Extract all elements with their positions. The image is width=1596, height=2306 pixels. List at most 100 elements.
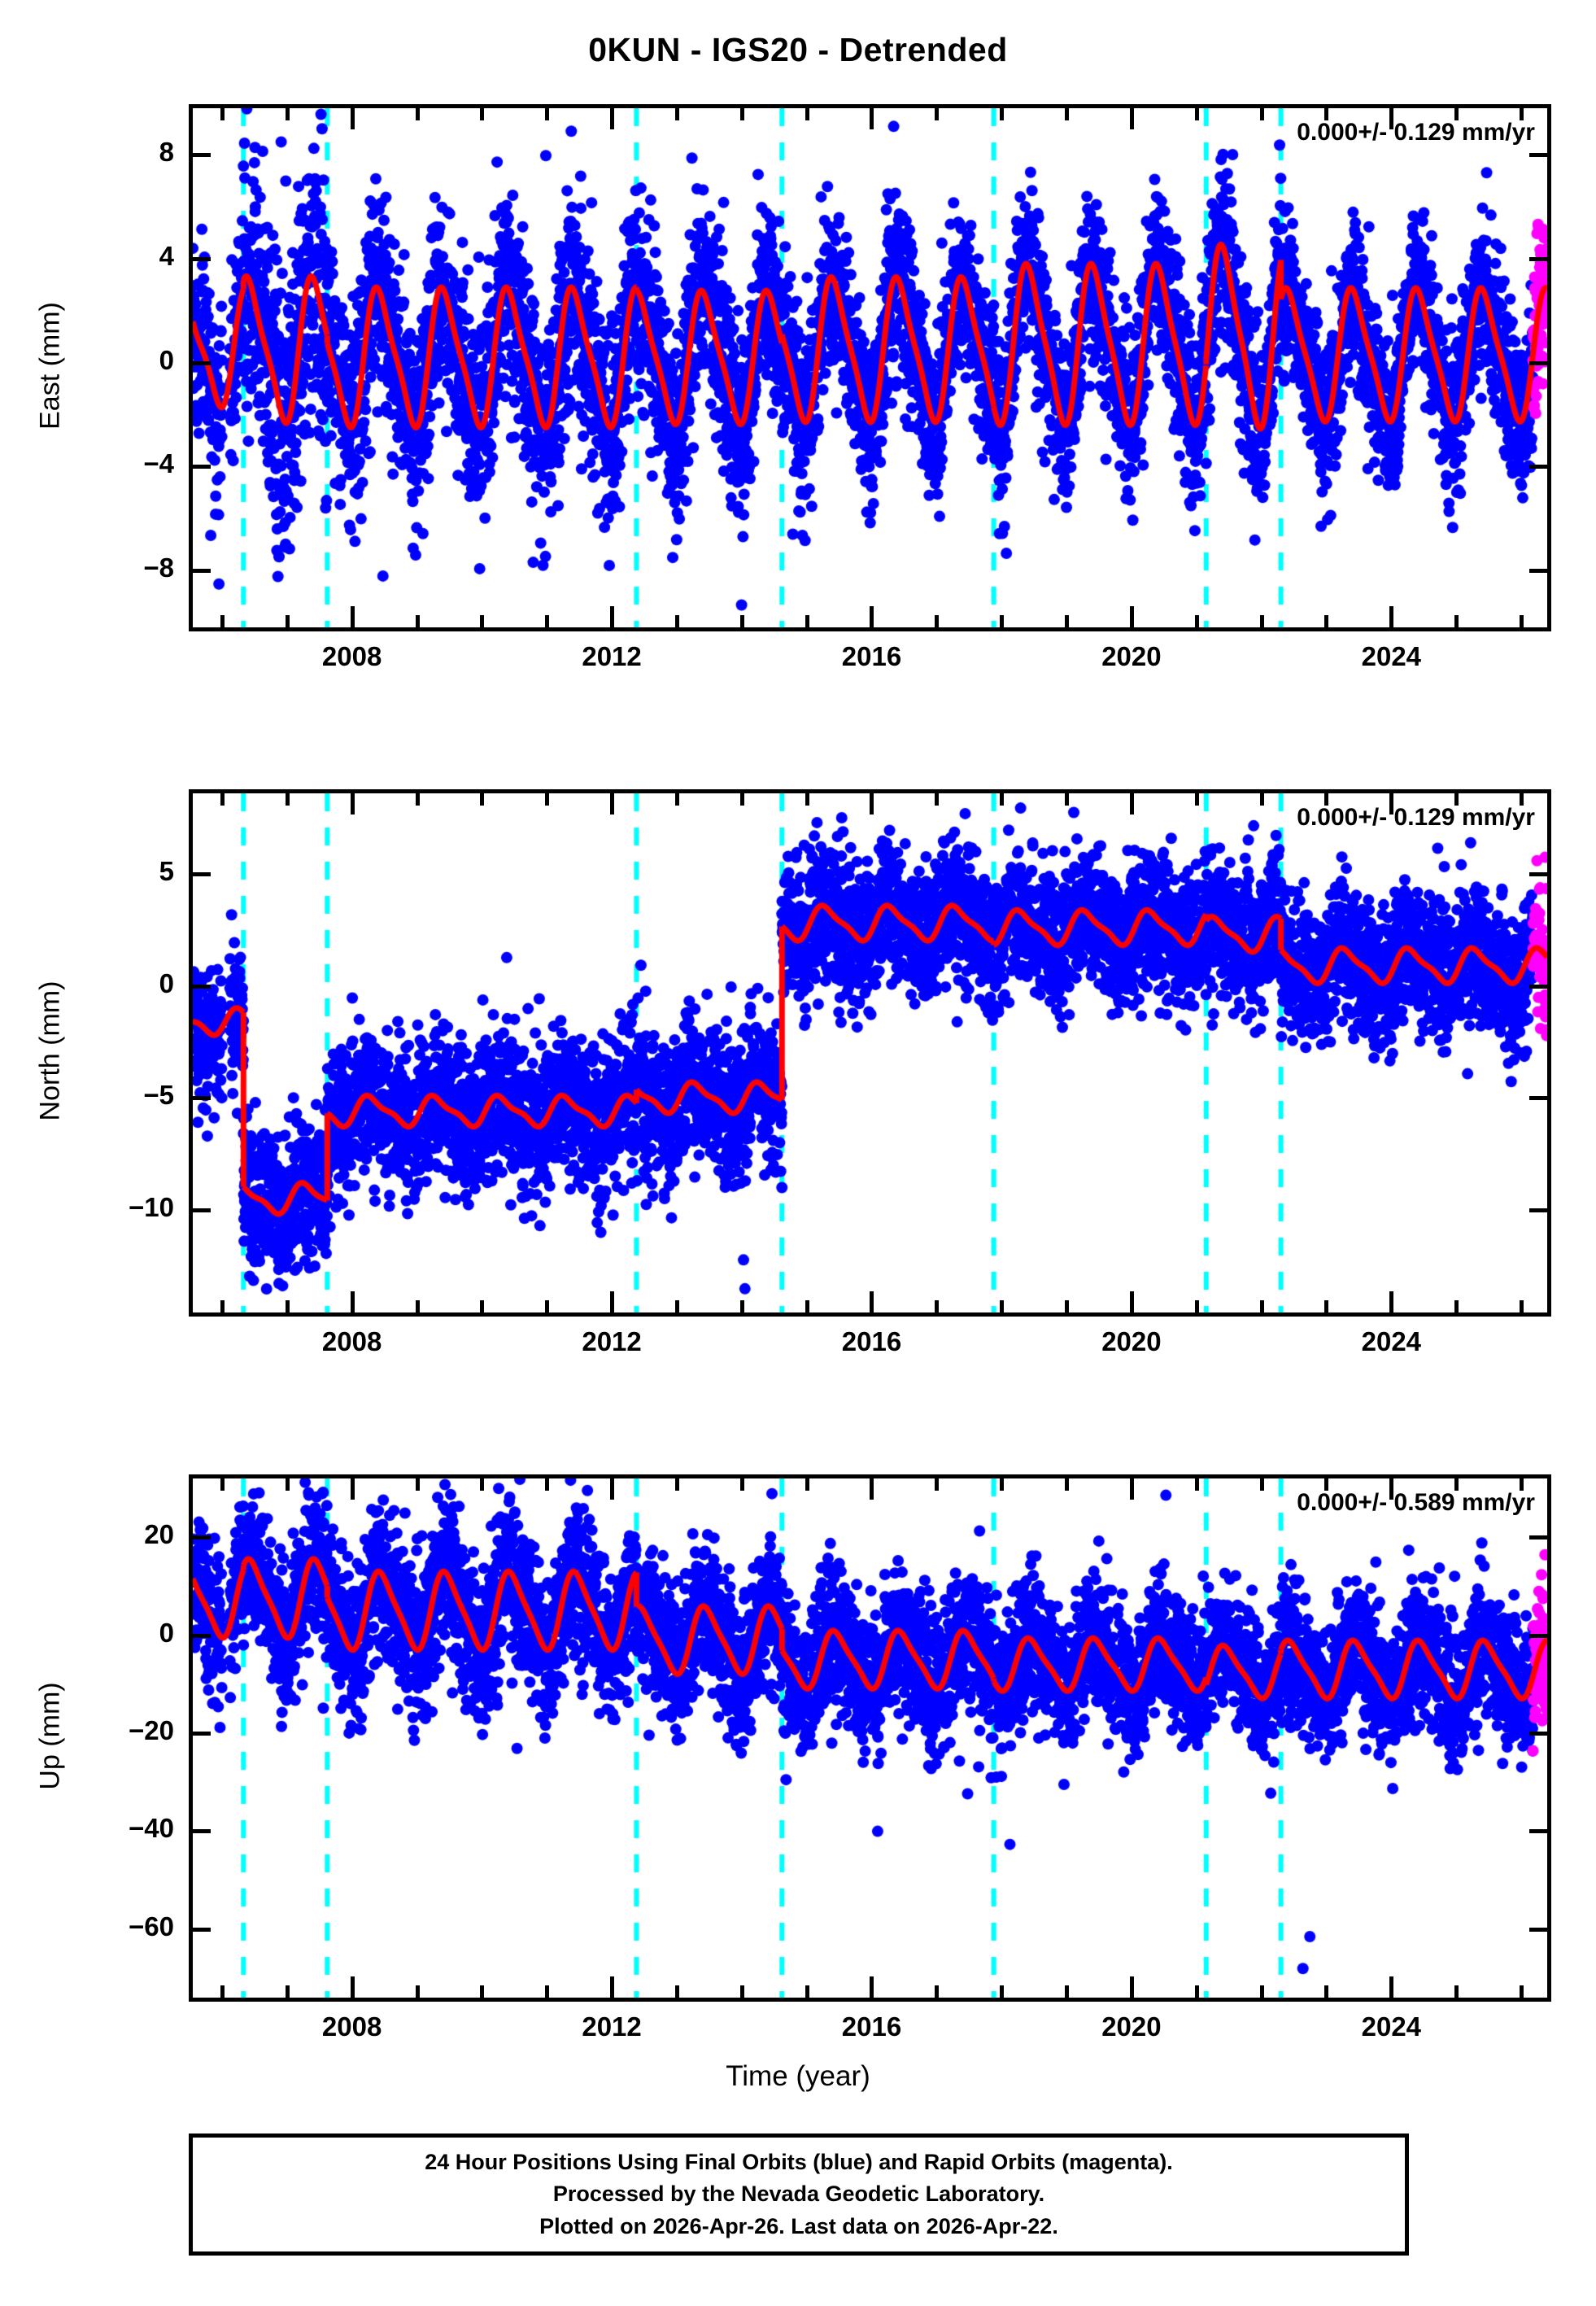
xtick-mark-north-2018 [1000,1300,1005,1312]
xtick-mark-east-2019 [1065,615,1070,627]
ytick-mark-up-1 [193,1633,211,1638]
xtick-mark-up-2023 [1324,1985,1329,1998]
xtick-mark-top-north-2026 [1520,793,1524,806]
xtick-mark-north-2026 [1520,1300,1524,1312]
xtick-mark-top-north-2017 [935,793,940,806]
ytick-mark-r-up-3 [1529,1829,1547,1834]
rate-annotation-up: 0.000+/- 0.589 mm/yr [1297,1489,1535,1516]
xtick-mark-top-east-2012 [610,108,615,129]
footer-line-2: Processed by the Nevada Geodetic Laborat… [552,2182,1045,2207]
xtick-label-up-2020: 2020 [1101,2011,1162,2042]
xtick-label-east-2016: 2016 [841,641,902,671]
xtick-mark-top-north-2014 [739,793,744,806]
xtick-mark-north-2012 [610,1291,615,1312]
ytick-mark-east-2 [193,360,211,365]
ytick-label-up-2: −20 [129,1714,174,1745]
xtick-mark-east-2021 [1194,615,1199,627]
xtick-mark-north-2006 [220,1300,225,1312]
footer-line-3: Plotted on 2026-Apr-26. Last data on 202… [539,2213,1058,2238]
ytick-mark-r-up-1 [1529,1633,1547,1638]
xtick-mark-up-2017 [935,1985,940,1998]
xtick-mark-top-up-2016 [870,1478,874,1500]
ytick-mark-r-north-2 [1529,1096,1547,1100]
ylabel-up: Up (mm) [34,1682,66,1790]
ytick-label-up-0: 20 [144,1519,174,1550]
xtick-mark-up-2014 [739,1985,744,1998]
ytick-label-east-3: −4 [143,448,174,479]
plot-canvas-up [193,1478,1547,1998]
ytick-label-north-3: −10 [129,1191,174,1222]
xtick-mark-top-east-2007 [285,108,290,120]
xtick-mark-east-2014 [739,615,744,627]
xtick-mark-top-east-2016 [870,108,874,129]
xtick-mark-top-north-2023 [1324,793,1329,806]
xtick-mark-top-up-2013 [674,1478,679,1491]
xtick-mark-east-2006 [220,615,225,627]
ytick-label-north-1: 0 [159,967,174,998]
ytick-mark-r-north-0 [1529,872,1547,876]
xtick-mark-east-2020 [1129,606,1134,627]
xtick-mark-top-north-2018 [1000,793,1005,806]
xtick-mark-top-east-2018 [1000,108,1005,120]
xtick-mark-top-east-2023 [1324,108,1329,120]
ytick-mark-r-east-3 [1529,465,1547,469]
footer-line-1: 24 Hour Positions Using Final Orbits (bl… [425,2150,1173,2175]
xtick-label-east-2024: 2024 [1361,641,1422,671]
footer-box: 24 Hour Positions Using Final Orbits (bl… [189,2133,1409,2256]
xaxis-title: Time (year) [726,2060,870,2092]
ytick-mark-east-3 [193,465,211,469]
xtick-mark-top-north-2024 [1389,793,1394,815]
xtick-label-up-2008: 2008 [321,2011,382,2042]
xtick-mark-north-2025 [1454,1300,1459,1312]
xtick-mark-east-2025 [1454,615,1459,627]
xtick-mark-up-2007 [285,1985,290,1998]
xtick-mark-up-2010 [480,1985,485,1998]
xtick-mark-up-2025 [1454,1985,1459,1998]
xtick-label-up-2024: 2024 [1361,2011,1422,2042]
xtick-mark-top-east-2021 [1194,108,1199,120]
plot-canvas-north [193,793,1547,1312]
xtick-mark-top-east-2022 [1259,108,1264,120]
xtick-mark-top-north-2008 [350,793,355,815]
xtick-mark-east-2012 [610,606,615,627]
ytick-label-east-0: 8 [159,137,174,168]
xtick-mark-up-2022 [1259,1985,1264,1998]
xtick-mark-up-2021 [1194,1985,1199,1998]
xtick-mark-top-east-2026 [1520,108,1524,120]
xtick-mark-top-up-2019 [1065,1478,1070,1491]
xtick-mark-up-2018 [1000,1985,1005,1998]
xtick-mark-top-up-2017 [935,1478,940,1491]
xtick-mark-top-north-2009 [415,793,420,806]
ytick-mark-north-1 [193,984,211,989]
xtick-mark-top-east-2025 [1454,108,1459,120]
xtick-label-north-2016: 2016 [841,1326,902,1356]
ytick-mark-r-up-4 [1529,1927,1547,1932]
xtick-mark-top-north-2013 [674,793,679,806]
xtick-mark-top-up-2025 [1454,1478,1459,1491]
rate-annotation-east: 0.000+/- 0.129 mm/yr [1297,119,1535,146]
xtick-mark-top-north-2016 [870,793,874,815]
ytick-mark-r-up-0 [1529,1535,1547,1540]
xtick-mark-top-east-2010 [480,108,485,120]
xtick-mark-top-up-2018 [1000,1478,1005,1491]
xtick-mark-up-2009 [415,1985,420,1998]
ytick-label-up-4: −60 [129,1911,174,1941]
ytick-mark-north-3 [193,1208,211,1212]
xtick-mark-top-east-2017 [935,108,940,120]
ytick-mark-east-1 [193,257,211,262]
xtick-mark-top-up-2006 [220,1478,225,1491]
xtick-mark-top-up-2024 [1389,1478,1394,1500]
xtick-mark-top-up-2012 [610,1478,615,1500]
xtick-mark-east-2013 [674,615,679,627]
ytick-label-north-2: −5 [143,1080,174,1110]
xtick-mark-north-2017 [935,1300,940,1312]
xtick-mark-top-north-2010 [480,793,485,806]
xtick-mark-north-2013 [674,1300,679,1312]
xtick-mark-top-east-2020 [1129,108,1134,129]
xtick-mark-north-2016 [870,1291,874,1312]
xtick-mark-top-east-2024 [1389,108,1394,129]
